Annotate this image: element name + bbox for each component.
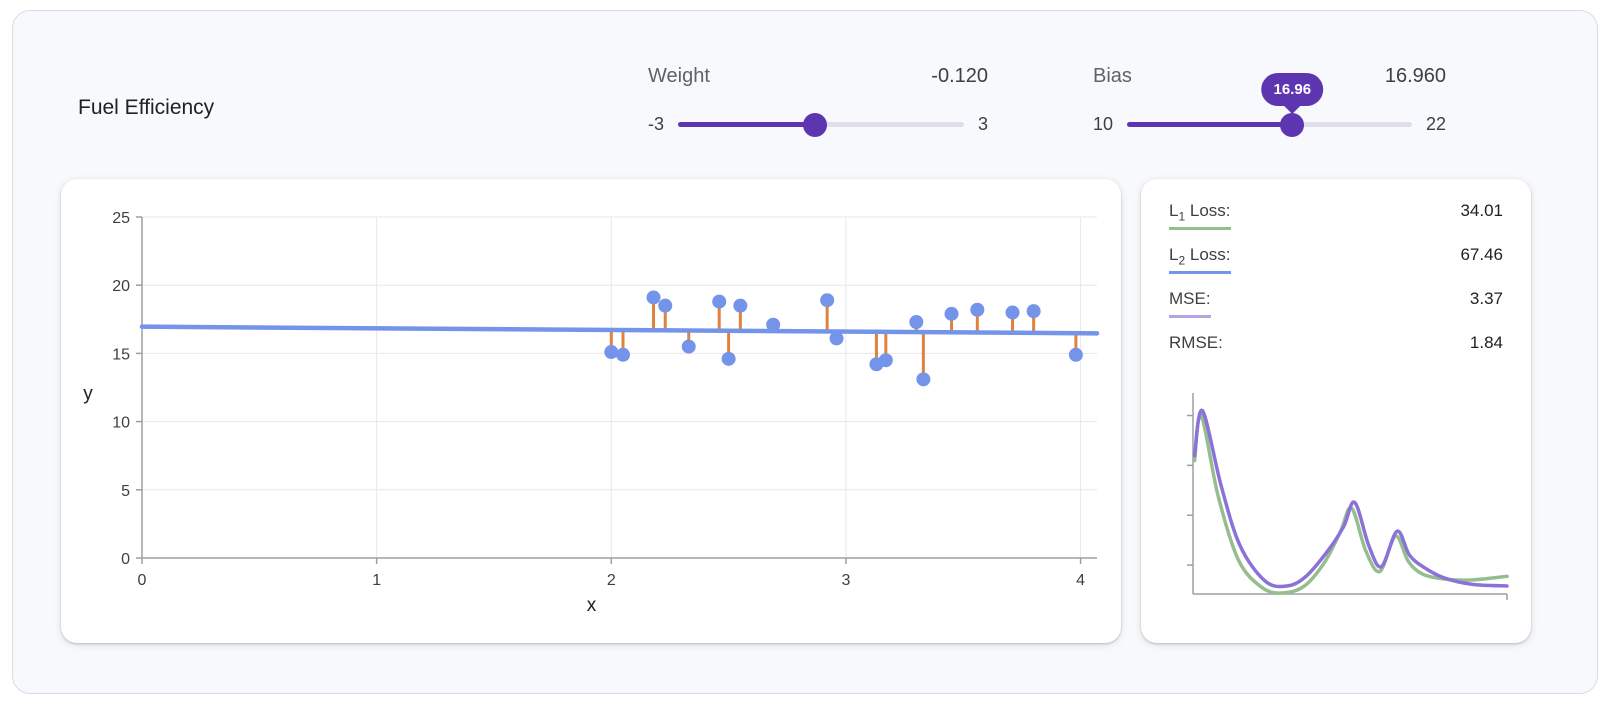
svg-text:15: 15	[112, 346, 130, 363]
scatter-chart-card: 0 1 2 3 4 0 5 10 15 20 25 x y	[61, 179, 1121, 643]
loss-panel-card: L1 Loss: 34.01 L2 Loss: 67.46 MSE: 3.37 …	[1141, 179, 1531, 643]
weight-max-label: 3	[977, 114, 988, 134]
svg-text:20: 20	[112, 278, 130, 295]
bias-value: 16.960	[1384, 65, 1446, 87]
loss-row: L1 Loss: 34.01	[1169, 201, 1503, 245]
svg-text:3: 3	[841, 572, 850, 589]
bias-slider-track[interactable]: 16.96	[1127, 73, 1412, 137]
loss-label: RMSE:	[1169, 333, 1223, 352]
app-panel: Fuel Efficiency Weight -0.120 -3 3 Bias …	[12, 10, 1598, 694]
bias-label: Bias	[1093, 65, 1132, 87]
svg-text:2: 2	[607, 572, 616, 589]
weight-slider-fill	[678, 122, 816, 127]
svg-text:25: 25	[112, 210, 130, 227]
svg-text:5: 5	[121, 483, 130, 500]
main-chart: 0 1 2 3 4 0 5 10 15 20 25 x y	[83, 210, 1100, 616]
bias-slider-tooltip: 16.96	[1261, 73, 1324, 106]
page-title: Fuel Efficiency	[78, 96, 215, 119]
svg-text:10: 10	[112, 415, 130, 432]
svg-text:0: 0	[138, 572, 147, 589]
svg-text:x: x	[587, 595, 597, 616]
bias-control: Bias 16.960 10 16.96 22	[1093, 65, 1446, 137]
loss-label: MSE:	[1169, 289, 1211, 319]
loss-row: RMSE: 1.84	[1169, 333, 1503, 377]
loss-value: 67.46	[1460, 245, 1503, 264]
weight-control: Weight -0.120 -3 3	[648, 65, 988, 137]
bias-slider-fill	[1127, 122, 1293, 127]
weight-slider-thumb[interactable]	[803, 112, 828, 137]
weight-label: Weight	[648, 65, 710, 87]
weight-slider-track[interactable]	[678, 112, 964, 137]
loss-value: 3.37	[1469, 289, 1503, 308]
bias-min-label: 10	[1093, 114, 1114, 134]
weight-min-label: -3	[648, 114, 665, 134]
svg-text:1: 1	[372, 572, 381, 589]
svg-text:4: 4	[1076, 572, 1085, 589]
loss-label: L1 Loss:	[1169, 201, 1231, 231]
loss-rows: L1 Loss: 34.01 L2 Loss: 67.46 MSE: 3.37 …	[1169, 201, 1503, 377]
loss-row: MSE: 3.37	[1169, 289, 1503, 333]
loss-label: L2 Loss:	[1169, 245, 1231, 275]
svg-text:y: y	[83, 384, 93, 405]
weight-value: -0.120	[931, 65, 988, 87]
bias-max-label: 22	[1425, 114, 1446, 134]
loss-row: L2 Loss: 67.46	[1169, 245, 1503, 289]
loss-chart	[1187, 393, 1509, 600]
loss-value: 1.84	[1469, 333, 1503, 352]
svg-text:0: 0	[121, 551, 130, 568]
loss-value: 34.01	[1460, 201, 1503, 220]
